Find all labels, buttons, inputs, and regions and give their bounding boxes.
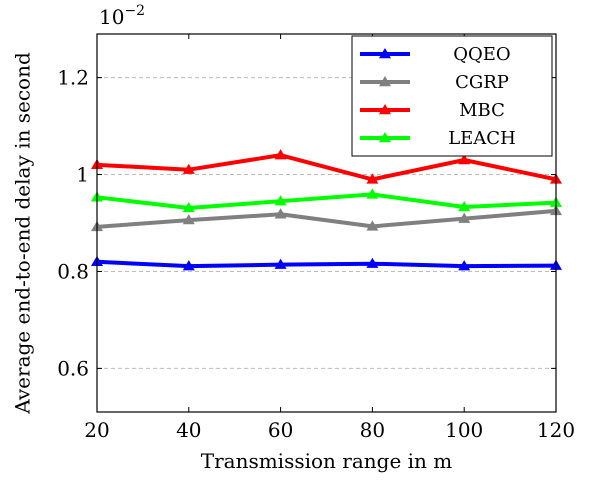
data-point — [366, 188, 379, 199]
legend: QQEO CGRP MBC LEACH — [351, 35, 553, 157]
x-tick-label: 100 — [445, 418, 483, 442]
y-axis-ticks: 0.6 0.8 1 1.2 — [57, 66, 556, 380]
data-point — [274, 149, 287, 160]
y-scale-exponent: −2 — [124, 3, 145, 19]
data-point — [182, 201, 195, 213]
series-line — [96, 192, 557, 210]
series-lines — [91, 149, 562, 271]
data-point — [274, 195, 287, 206]
legend-label: MBC — [459, 100, 505, 121]
y-tick-label: 0.8 — [57, 259, 89, 283]
data-point — [182, 163, 195, 174]
legend-label: CGRP — [455, 72, 509, 93]
data-point — [182, 214, 195, 225]
x-tick-label: 60 — [268, 418, 293, 442]
legend-entry: MBC — [360, 100, 505, 121]
data-point — [274, 258, 287, 269]
y-scale-multiplier: 10−2 — [99, 3, 145, 29]
legend-entry: LEACH — [360, 128, 516, 149]
data-point — [366, 173, 379, 184]
data-point — [458, 260, 471, 271]
data-point — [458, 201, 471, 212]
x-axis-title: Transmission range in m — [201, 449, 453, 473]
series-leach — [91, 188, 562, 213]
data-point — [458, 154, 471, 165]
legend-entry: CGRP — [360, 72, 509, 93]
x-tick-label: 80 — [360, 418, 385, 442]
y-tick-label: 0.6 — [57, 356, 89, 380]
x-axis-ticks: 20 40 60 80 100 120 — [84, 34, 575, 442]
data-point — [274, 208, 287, 219]
x-tick-label: 40 — [176, 418, 201, 442]
y-tick-label: 1 — [76, 163, 89, 187]
legend-marker — [379, 76, 391, 87]
plot-frame — [96, 33, 557, 413]
legend-label: LEACH — [448, 128, 516, 149]
series-mbc — [91, 149, 562, 184]
series-cgrp — [91, 204, 562, 232]
data-point — [458, 212, 471, 223]
legend-marker — [379, 104, 391, 115]
legend-marker — [379, 48, 391, 59]
series-line — [96, 153, 557, 182]
data-point — [182, 260, 195, 271]
y-scale-base: 10 — [99, 5, 124, 29]
x-tick-label: 20 — [84, 418, 109, 442]
data-point — [366, 257, 379, 268]
series-line — [96, 208, 557, 229]
legend-marker — [379, 132, 391, 143]
series-line — [96, 259, 557, 269]
y-tick-label: 1.2 — [57, 66, 89, 90]
x-tick-label: 120 — [537, 418, 575, 442]
legend-label: QQEO — [453, 44, 510, 65]
data-point — [366, 220, 379, 231]
legend-entry: QQEO — [360, 44, 511, 65]
series-qqeo — [91, 255, 562, 271]
y-axis-title: Average end-to-end delay in second — [11, 52, 35, 415]
